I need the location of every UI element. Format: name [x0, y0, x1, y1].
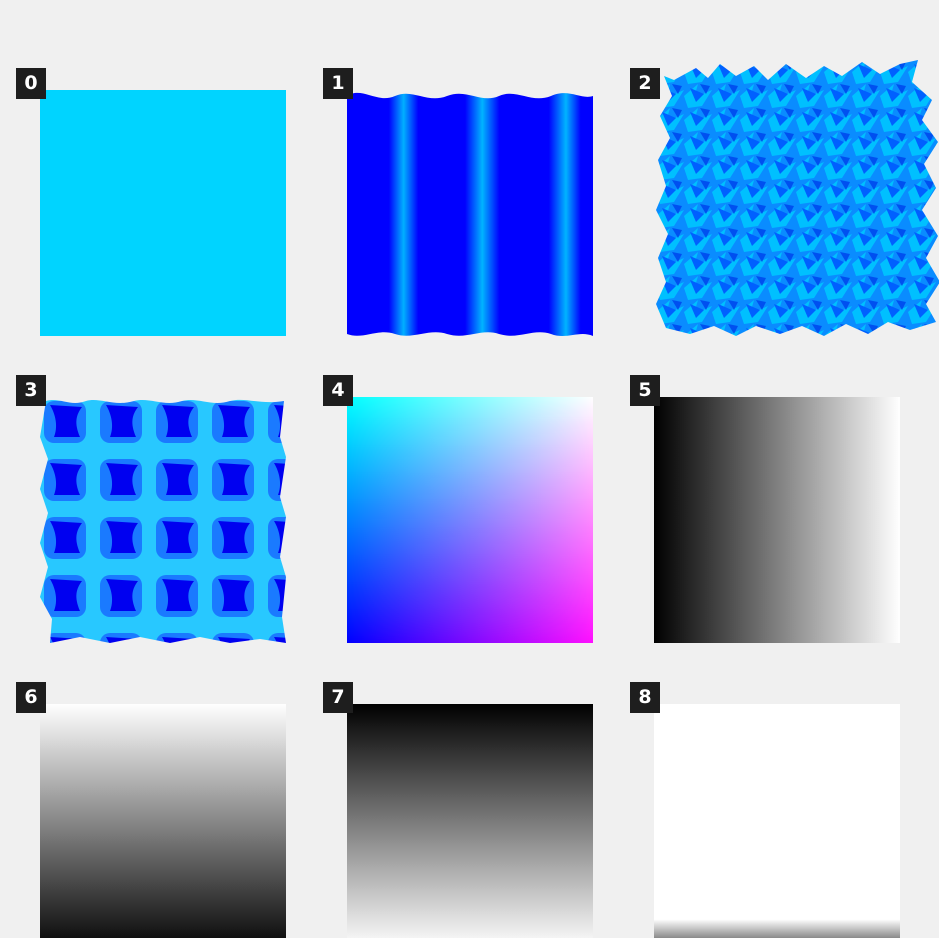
- tile-label-2: 2: [630, 68, 660, 99]
- tile-label-8: 8: [630, 682, 660, 713]
- horizontal-gray-gradient-texture: [654, 397, 900, 643]
- tile-label-1: 1: [323, 68, 353, 99]
- tile-label-3: 3: [16, 375, 46, 406]
- solid-white-texture: [654, 704, 900, 938]
- texture-tile-solid-cyan[interactable]: [40, 90, 286, 336]
- texture-tile-solid-white[interactable]: [654, 704, 900, 938]
- tile-label-0: 0: [16, 68, 46, 99]
- texture-tile-wave-stripes[interactable]: [347, 90, 593, 336]
- tile-label-7: 7: [323, 682, 353, 713]
- color-gradient-texture: [347, 397, 593, 643]
- texture-tile-color-gradient[interactable]: [347, 397, 593, 643]
- wave-stripes-texture: [347, 92, 593, 336]
- solid-cyan-texture: [40, 90, 286, 336]
- tile-label-5: 5: [630, 375, 660, 406]
- vertical-black-white-texture: [347, 704, 593, 938]
- texture-tile-spiky-noise[interactable]: [656, 60, 939, 336]
- cell-grid-texture: [40, 399, 286, 643]
- tile-label-4: 4: [323, 375, 353, 406]
- texture-tile-vertical-black-white[interactable]: [347, 704, 593, 938]
- texture-tile-horizontal-gray-gradient[interactable]: [654, 397, 900, 643]
- texture-tile-vertical-white-black[interactable]: [40, 704, 286, 938]
- texture-tile-cell-grid[interactable]: [40, 397, 286, 643]
- spiky-noise-texture: [656, 60, 939, 336]
- vertical-white-black-texture: [40, 704, 286, 938]
- tile-label-6: 6: [16, 682, 46, 713]
